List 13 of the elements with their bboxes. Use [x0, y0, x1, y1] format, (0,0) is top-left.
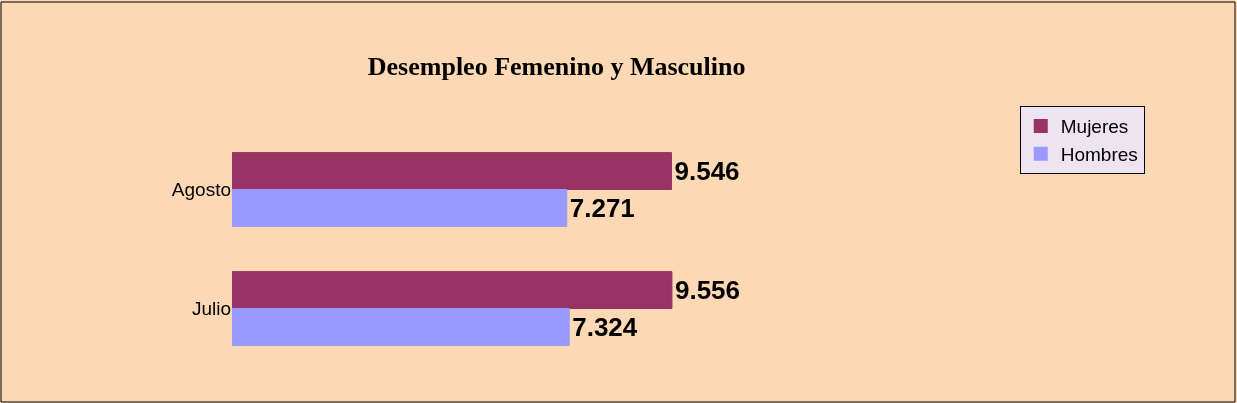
legend-label: Mujeres [1060, 116, 1129, 138]
bar [232, 189, 568, 227]
bar [232, 152, 672, 190]
y-tick-label: Agosto [171, 179, 231, 201]
data-label: 7.324 [572, 311, 638, 342]
bar [232, 271, 673, 309]
y-tick-label: Julio [191, 298, 231, 320]
data-label: 7.271 [569, 192, 635, 223]
legend-label: Hombres [1060, 144, 1138, 166]
data-label: 9.556 [674, 275, 741, 306]
chart-title: Desempleo Femenino y Masculino [367, 51, 746, 81]
bar [232, 308, 570, 346]
data-label: 9.546 [674, 156, 740, 187]
